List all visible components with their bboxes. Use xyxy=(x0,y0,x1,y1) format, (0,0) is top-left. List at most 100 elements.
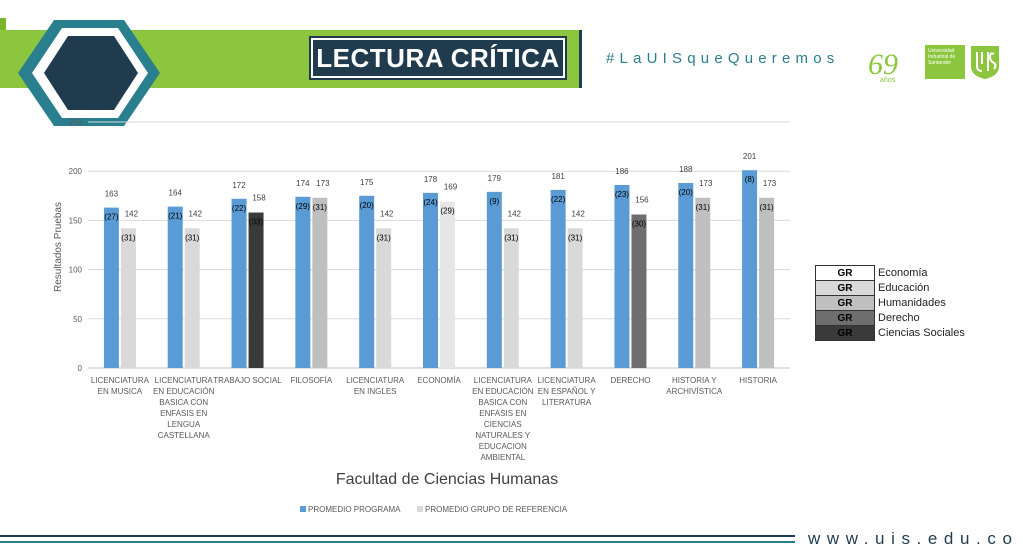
rank-label-referencia: (31) xyxy=(313,203,328,212)
value-label-referencia: 158 xyxy=(252,194,266,203)
rank-label-referencia: (31) xyxy=(696,203,711,212)
group-legend: GR Economía GR Educación GR Humanidades GR Dere… xyxy=(815,265,965,341)
x-category-label: EDUCACION xyxy=(479,442,527,451)
bar-programa xyxy=(167,206,183,368)
bar-programa xyxy=(103,207,119,368)
value-label-programa: 175 xyxy=(360,178,374,187)
x-category-label: LICENCIATURA xyxy=(474,376,533,385)
x-category-label: HISTORIA Y xyxy=(672,376,717,385)
anniversary-word: años xyxy=(880,77,896,84)
x-category-label: FILOSOFÍA xyxy=(290,376,332,385)
value-label-programa: 163 xyxy=(105,190,119,199)
rank-label-programa: (22) xyxy=(551,195,566,204)
rank-label-referencia: (30) xyxy=(632,219,647,228)
y-tick-label: 50 xyxy=(73,315,82,324)
group-legend-name: Educación xyxy=(878,281,930,294)
value-label-programa: 164 xyxy=(169,189,183,198)
anniversary-number: 69 xyxy=(868,48,898,81)
group-legend-swatch: GR xyxy=(815,265,875,281)
series-legend-label: PROMEDIO PROGRAMA xyxy=(308,505,401,514)
rank-label-referencia: (31) xyxy=(121,233,136,242)
footer-line-accent xyxy=(0,541,795,543)
x-category-label: AMBIENTAL xyxy=(480,453,525,462)
hexagon-logo xyxy=(18,20,160,126)
x-category-label: HISTORIA xyxy=(739,376,777,385)
value-label-programa: 174 xyxy=(296,179,310,188)
rank-label-referencia: (29) xyxy=(440,207,455,216)
x-category-label: ARCHIVÍSTICA xyxy=(666,387,723,396)
value-label-referencia: 142 xyxy=(571,209,585,218)
rank-label-programa: (20) xyxy=(360,201,375,210)
bar-referencia xyxy=(120,228,136,368)
footer-line xyxy=(0,535,795,537)
bar-programa xyxy=(423,192,438,368)
value-label-referencia: 142 xyxy=(508,209,522,218)
value-label-programa: 186 xyxy=(615,167,629,176)
bar-referencia xyxy=(312,197,328,368)
series-legend-label: PROMEDIO GRUPO DE REFERENCIA xyxy=(425,505,568,514)
group-legend-row: GR Derecho xyxy=(815,310,965,326)
x-category-label: EN INGLES xyxy=(354,387,397,396)
group-legend-row: GR Educación xyxy=(815,280,965,296)
x-category-label: LENGUA xyxy=(167,420,201,429)
x-category-label: LICENCIATURA xyxy=(346,376,405,385)
x-category-label: NATURALES Y xyxy=(475,431,530,440)
rank-label-programa: (9) xyxy=(489,197,499,206)
rank-label-programa: (22) xyxy=(232,204,247,213)
group-legend-row: GR Economía xyxy=(815,265,965,281)
bar-referencia xyxy=(503,228,519,368)
x-category-label: ENFASIS EN xyxy=(160,409,207,418)
x-category-label: EN MUSICA xyxy=(98,387,143,396)
value-label-referencia: 142 xyxy=(125,209,139,218)
value-label-programa: 188 xyxy=(679,165,693,174)
y-tick-label: 100 xyxy=(69,266,83,275)
hashtag-text: #LaUISqueQueremos xyxy=(606,50,840,67)
x-category-label: ECONOMÍA xyxy=(417,376,461,385)
rank-label-programa: (21) xyxy=(168,212,183,221)
group-legend-row: GR Ciencias Sociales xyxy=(815,325,965,341)
bar-referencia xyxy=(440,201,455,368)
chart-title: Facultad de Ciencias Humanas xyxy=(336,471,558,488)
bar-programa xyxy=(614,184,630,368)
bar-programa xyxy=(295,196,311,368)
page-title: LECTURA CRÍTICA xyxy=(316,42,560,73)
footer-url: www.uis.edu.co xyxy=(808,529,1019,548)
rank-label-programa: (23) xyxy=(615,190,630,199)
x-category-label: BASICA CON xyxy=(159,398,208,407)
bar-referencia xyxy=(248,212,264,368)
x-category-label: TRABAJO SOCIAL xyxy=(213,376,282,385)
title-box: LECTURA CRÍTICA xyxy=(309,36,567,80)
bar-programa xyxy=(359,195,375,368)
x-category-label: CASTELLANA xyxy=(158,431,211,440)
rank-label-programa: (20) xyxy=(679,188,694,197)
x-category-label: BASICA CON xyxy=(478,398,527,407)
group-legend-row: GR Humanidades xyxy=(815,295,965,311)
y-tick-label: 200 xyxy=(69,167,83,176)
value-label-referencia: 173 xyxy=(316,179,330,188)
value-label-referencia: 169 xyxy=(444,183,458,192)
bar-referencia xyxy=(631,214,647,368)
group-legend-name: Humanidades xyxy=(878,296,946,309)
value-label-referencia: 142 xyxy=(380,209,394,218)
uis-name-badge: Universidad Industrial de Santander xyxy=(925,45,965,79)
group-legend-swatch: GR xyxy=(815,325,875,341)
value-label-programa: 178 xyxy=(424,175,438,184)
value-label-programa: 201 xyxy=(743,152,757,161)
x-category-label: ENFASIS EN xyxy=(479,409,526,418)
bar-programa xyxy=(231,198,247,368)
rank-label-referencia: (31) xyxy=(377,233,392,242)
group-legend-name: Ciencias Sociales xyxy=(878,326,965,339)
y-axis-label: Resultados Pruebas xyxy=(53,202,64,292)
header-divider xyxy=(579,30,582,88)
x-category-label: EN EDUCACIÓN xyxy=(472,387,534,396)
bar-programa xyxy=(678,183,694,368)
rank-label-programa: (8) xyxy=(745,175,755,184)
rank-label-referencia: (33) xyxy=(249,218,264,227)
value-label-referencia: 142 xyxy=(189,209,203,218)
value-label-programa: 172 xyxy=(232,181,246,190)
bar-referencia xyxy=(376,228,392,368)
y-tick-label: 150 xyxy=(69,216,83,225)
value-label-programa: 179 xyxy=(488,174,502,183)
x-category-label: LITERATURA xyxy=(542,398,592,407)
